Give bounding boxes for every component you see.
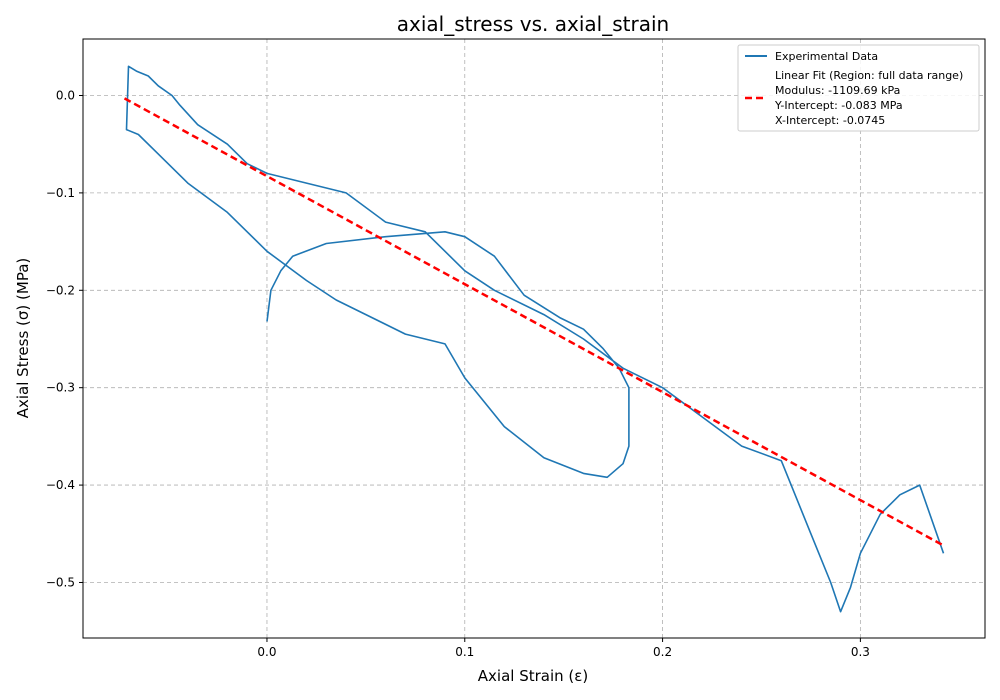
y-tick-label: −0.4 [46, 478, 75, 492]
x-tick-label: 0.1 [455, 645, 474, 659]
legend: Experimental Data Linear Fit (Region: fu… [737, 44, 980, 132]
legend-box [737, 44, 980, 132]
y-tick-label: −0.1 [46, 186, 75, 200]
grid [83, 39, 985, 638]
series-line-experimental [125, 65, 945, 613]
legend-entry-fit: Linear Fit (Region: full data range) [775, 69, 963, 82]
plot-area [82, 38, 986, 639]
series-layer [123, 65, 945, 613]
x-tick-label: 0.0 [257, 645, 276, 659]
series-line-linear-fit [123, 97, 945, 547]
legend-fit-x-intercept: X-Intercept: -0.0745 [775, 114, 885, 127]
legend-entry-experimental: Experimental Data [775, 50, 878, 63]
y-axis-label: Axial Stress (σ) (MPa) [14, 258, 32, 419]
legend-fit-y-intercept: Y-Intercept: -0.083 MPa [774, 99, 903, 112]
y-axis-ticks: 0.0 −0.1 −0.2 −0.3 −0.4 −0.5 [46, 88, 83, 589]
legend-fit-modulus: Modulus: -1109.69 kPa [775, 84, 900, 97]
y-tick-label: 0.0 [56, 88, 75, 102]
x-tick-label: 0.2 [653, 645, 672, 659]
x-axis-ticks: 0.0 0.1 0.2 0.3 [257, 638, 870, 659]
x-axis-label: Axial Strain (ε) [478, 667, 588, 685]
x-tick-label: 0.3 [851, 645, 870, 659]
chart-title: axial_stress vs. axial_strain [397, 12, 669, 36]
y-tick-label: −0.3 [46, 381, 75, 395]
y-tick-label: −0.2 [46, 283, 75, 297]
y-tick-label: −0.5 [46, 575, 75, 589]
